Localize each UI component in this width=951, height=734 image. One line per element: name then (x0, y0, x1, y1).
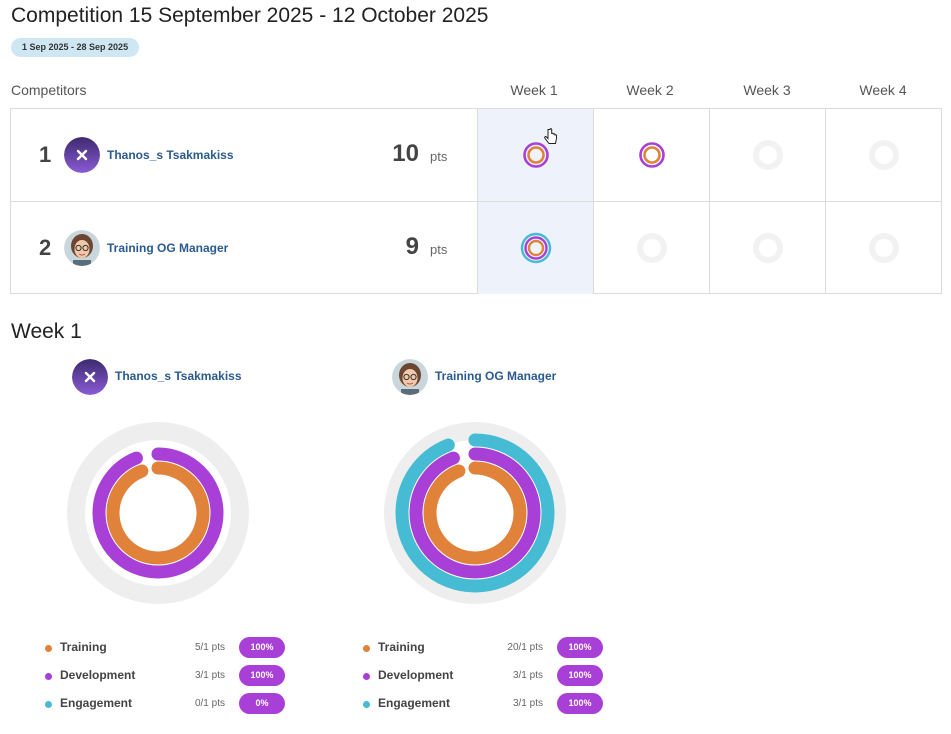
legend-row-engagement: Engagement 3/1 pts 100% (363, 693, 603, 715)
competitors-header: Competitors (11, 82, 87, 98)
week-3-empty-icon (753, 140, 783, 170)
date-range-badge: 1 Sep 2025 - 28 Sep 2025 (11, 38, 140, 57)
development-ring (409, 447, 541, 579)
legend-row-training: Training 20/1 pts 100% (363, 637, 603, 659)
engagement-dot-icon (45, 701, 52, 708)
points-label: pts (430, 242, 448, 257)
radial-progress-chart (384, 422, 566, 604)
percent-badge: 100% (239, 665, 285, 686)
page-title: Competition 15 September 2025 - 12 Octob… (11, 4, 489, 27)
legend-label: Development (378, 668, 454, 682)
week-3-cell[interactable] (709, 202, 825, 294)
week-3-cell[interactable] (709, 109, 825, 201)
competitor-name-link[interactable]: Training OG Manager (107, 241, 229, 255)
week-4-header: Week 4 (859, 82, 907, 98)
legend-label: Training (60, 640, 107, 654)
development-dot-icon (363, 673, 370, 680)
legend-points: 20/1 pts (507, 642, 543, 653)
detail-competitor-name-link[interactable]: Thanos_s Tsakmakiss (115, 369, 242, 383)
legend-row-development: Development 3/1 pts 100% (45, 665, 285, 687)
competitor-name-link[interactable]: Thanos_s Tsakmakiss (107, 148, 234, 162)
woman-glasses-avatar-icon[interactable] (392, 359, 428, 395)
points-value: 9 (405, 233, 419, 260)
week-2-header: Week 2 (626, 82, 674, 98)
week-4-empty-icon (869, 140, 899, 170)
percent-badge: 100% (557, 637, 603, 658)
week-2-progress-icon (639, 142, 665, 168)
percent-badge: 100% (239, 637, 285, 658)
week-1-progress-icon (523, 142, 549, 168)
development-dot-icon (45, 673, 52, 680)
week-3-empty-icon (753, 233, 783, 263)
training-dot-icon (363, 645, 370, 652)
ring-track (384, 422, 566, 604)
detail-competitor-name-link[interactable]: Training OG Manager (435, 369, 557, 383)
legend-points: 0/1 pts (194, 698, 225, 709)
training-ring (106, 461, 210, 565)
rank: 2 (39, 235, 52, 260)
week-1-cell[interactable] (477, 202, 593, 294)
week-2-cell[interactable] (593, 109, 709, 201)
legend-row-engagement: Engagement 0/1 pts 0% (45, 693, 285, 715)
week-2-cell[interactable] (593, 202, 709, 294)
engagement-dot-icon (363, 701, 370, 708)
competition-table: 1 Thanos_s Tsakmakiss 10 pts (10, 108, 942, 294)
training-ring (423, 461, 527, 565)
engagement-ring (395, 433, 555, 593)
legend-points: 5/1 pts (194, 642, 225, 653)
week-4-empty-icon (869, 233, 899, 263)
percent-badge: 100% (557, 693, 603, 714)
competitor-row: 1 Thanos_s Tsakmakiss 10 pts (11, 109, 941, 201)
radial-progress-chart (67, 422, 249, 604)
legend-label: Development (60, 668, 136, 682)
week-1-progress-icon (520, 232, 552, 264)
week-3-header: Week 3 (743, 82, 791, 98)
legend-row-development: Development 3/1 pts 100% (363, 665, 603, 687)
legend-label: Engagement (60, 696, 133, 710)
rank: 1 (39, 142, 52, 167)
week-1-cell[interactable] (477, 109, 593, 201)
week-2-empty-icon (637, 233, 667, 263)
percent-badge: 0% (239, 693, 285, 714)
legend-row-training: Training 5/1 pts 100% (45, 637, 285, 659)
purple-x-avatar-icon[interactable] (72, 359, 108, 395)
points-label: pts (430, 149, 448, 164)
legend-label: Engagement (378, 696, 451, 710)
training-dot-icon (45, 645, 52, 652)
percent-badge: 100% (557, 665, 603, 686)
legend-points: 3/1 pts (512, 698, 543, 709)
legend-label: Training (378, 640, 425, 654)
woman-glasses-avatar-icon[interactable] (64, 230, 100, 266)
week-4-cell[interactable] (825, 109, 941, 201)
competitor-row: 2 Training OG Manager 9 pts (11, 201, 941, 294)
points-value: 10 (392, 140, 419, 167)
week-detail-title: Week 1 (11, 320, 82, 343)
week-1-header: Week 1 (510, 82, 558, 98)
development-ring (92, 447, 224, 579)
legend-points: 3/1 pts (512, 670, 543, 681)
legend-points: 3/1 pts (194, 670, 225, 681)
hand-pointer-cursor-icon (544, 128, 557, 144)
week-4-cell[interactable] (825, 202, 941, 294)
ring-track (67, 422, 249, 604)
purple-x-avatar-icon[interactable] (64, 137, 100, 173)
